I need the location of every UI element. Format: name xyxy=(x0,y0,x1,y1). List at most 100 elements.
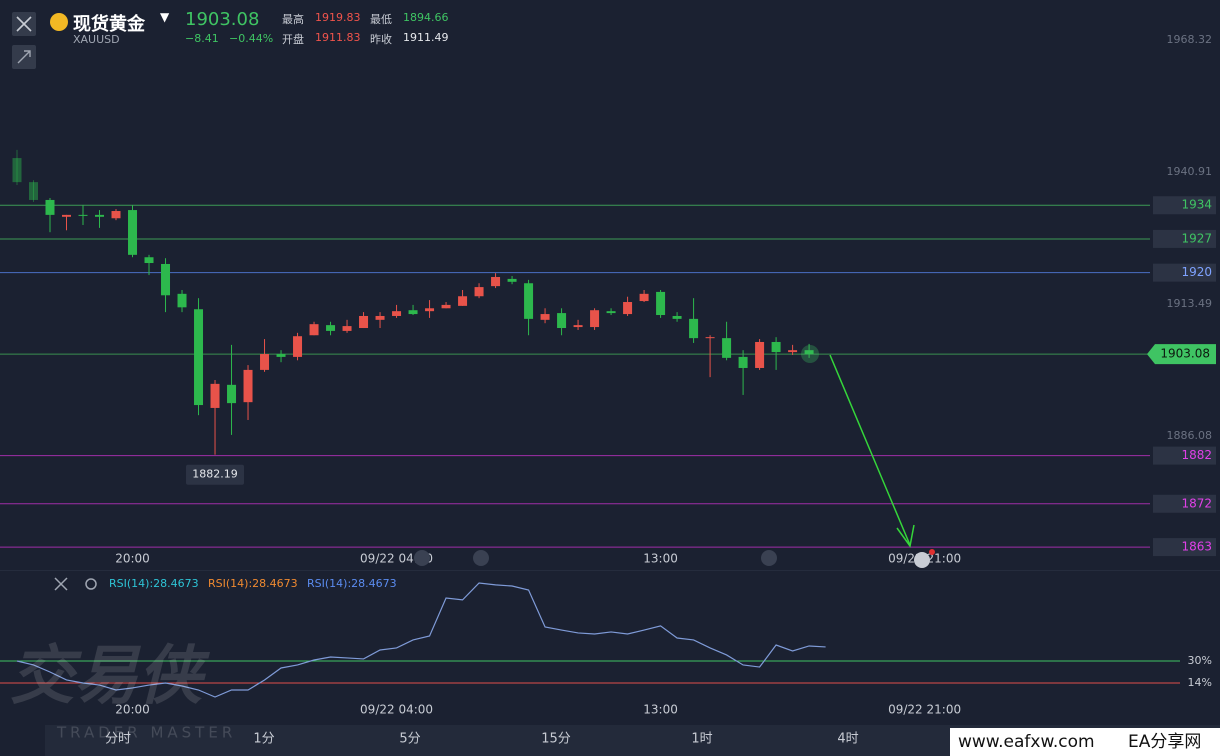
x-tick-label: 20:00 xyxy=(115,552,150,566)
current-glow xyxy=(801,345,819,363)
level-label-bg xyxy=(1153,196,1216,215)
candle-body xyxy=(128,210,138,255)
candle-body xyxy=(590,310,600,328)
candle-body xyxy=(260,354,270,370)
candle-body xyxy=(12,158,22,183)
legend-entry: RSI(14):28.4673 xyxy=(307,577,397,590)
site-name: EA分享网 xyxy=(1128,732,1201,752)
y-tick-label: 1886.08 xyxy=(1167,429,1213,442)
candle-body xyxy=(210,383,220,408)
level-label-bg xyxy=(1153,229,1216,248)
candle-body xyxy=(689,318,699,339)
rsi-chart: RSI(14):28.4673 RSI(14):28.4673 RSI(14):28… xyxy=(0,577,1212,717)
candle-body xyxy=(342,326,352,331)
candle-body xyxy=(804,350,814,355)
arrow-head xyxy=(896,524,915,548)
field-label: 昨收 xyxy=(370,33,392,46)
level-label-bg xyxy=(1153,446,1216,465)
dropdown[interactable]: ▼ xyxy=(160,10,170,24)
candle-body xyxy=(293,336,303,357)
candle-body xyxy=(309,324,319,336)
level-label: 1882 xyxy=(1181,448,1212,462)
info-icon[interactable] xyxy=(914,552,930,568)
candle-body xyxy=(78,214,88,216)
legend-entry: RSI(14):28.4673 xyxy=(208,577,298,590)
candle-body xyxy=(672,315,682,319)
field-label: 最低 xyxy=(370,13,392,26)
candle-body xyxy=(458,296,468,306)
x-tick-label: 20:00 xyxy=(115,703,150,717)
candle-body xyxy=(194,309,204,406)
x-tick-label: 09/22 04:00 xyxy=(360,703,433,717)
event-icon[interactable] xyxy=(414,550,430,566)
timeframe[interactable]: 15分 xyxy=(541,732,571,747)
candle-body xyxy=(62,214,72,217)
candle-body xyxy=(144,257,154,264)
alert-dot xyxy=(929,549,935,555)
event-icon[interactable] xyxy=(761,550,777,566)
watermark-tagline: TRADER MASTER xyxy=(56,724,236,742)
expand-icon xyxy=(17,50,31,64)
candle-body xyxy=(392,311,402,316)
level-label-bg xyxy=(1153,494,1216,513)
candle-body xyxy=(705,337,715,339)
candle-body xyxy=(408,310,418,315)
candle-body xyxy=(507,278,517,282)
title[interactable]: 现货黄金 xyxy=(73,14,145,35)
candle-body xyxy=(375,315,385,320)
change-pct: −0.44% xyxy=(229,32,274,45)
level-label: 1872 xyxy=(1181,496,1212,510)
y-tick-label: 14% xyxy=(1188,676,1212,689)
rsi-settings[interactable] xyxy=(85,578,97,590)
rsi-line xyxy=(16,582,826,698)
timeframes: 分时 1分 5分 15分 1时 4时 xyxy=(105,732,859,747)
timeframe[interactable]: 5分 xyxy=(399,732,420,747)
field-value: 1911.49 xyxy=(403,31,449,44)
close-icon xyxy=(16,16,32,32)
low-label-bg xyxy=(186,464,245,485)
timeframe[interactable]: 分时 xyxy=(105,732,131,747)
candle-body xyxy=(623,302,633,315)
timeframe[interactable]: 4时 xyxy=(837,732,858,747)
candle-body xyxy=(243,369,253,403)
candle-body xyxy=(788,350,798,353)
candle-body xyxy=(28,182,38,200)
price: 1903.08 xyxy=(185,9,260,30)
level-label: 1934 xyxy=(1181,198,1212,212)
timeframe[interactable]: 1时 xyxy=(691,732,712,747)
candle-body xyxy=(111,211,121,219)
y-tick-label: 1968.32 xyxy=(1167,33,1213,46)
candle-body xyxy=(491,276,501,287)
candle-body xyxy=(524,283,534,319)
y-tick-label: 30% xyxy=(1188,654,1212,667)
site-url: www.eafxw.com xyxy=(958,732,1095,752)
level-label-bg xyxy=(1153,538,1216,557)
change: −8.41 xyxy=(185,32,219,45)
candle-body xyxy=(359,315,369,329)
candle-body xyxy=(326,325,336,331)
x-tick-label: 09/22 21:00 xyxy=(888,703,961,717)
candle-body xyxy=(540,314,550,320)
rsi-close[interactable] xyxy=(54,577,68,591)
candle-body xyxy=(474,287,484,297)
field-value: 1894.66 xyxy=(403,11,449,24)
event-icon[interactable] xyxy=(473,550,489,566)
site-watermark-bg xyxy=(950,728,1220,756)
candle-body xyxy=(771,341,781,353)
level-label: 1927 xyxy=(1181,231,1212,245)
field-label: 最高 xyxy=(282,13,304,26)
candle-body xyxy=(557,313,567,329)
field-value: 1911.83 xyxy=(315,31,361,44)
y-tick-label: 1940.91 xyxy=(1167,165,1213,178)
low-label: 1882.19 xyxy=(192,468,238,481)
timeframe[interactable]: 1分 xyxy=(253,732,274,747)
legend-entry: RSI(14):28.4673 xyxy=(109,577,199,590)
candle-body xyxy=(227,384,237,404)
current-price-label: 1903.08 xyxy=(1160,347,1210,361)
level-label: 1863 xyxy=(1181,540,1212,554)
candle-body xyxy=(441,304,451,309)
candle-body xyxy=(276,354,286,357)
candle-body xyxy=(606,311,616,314)
